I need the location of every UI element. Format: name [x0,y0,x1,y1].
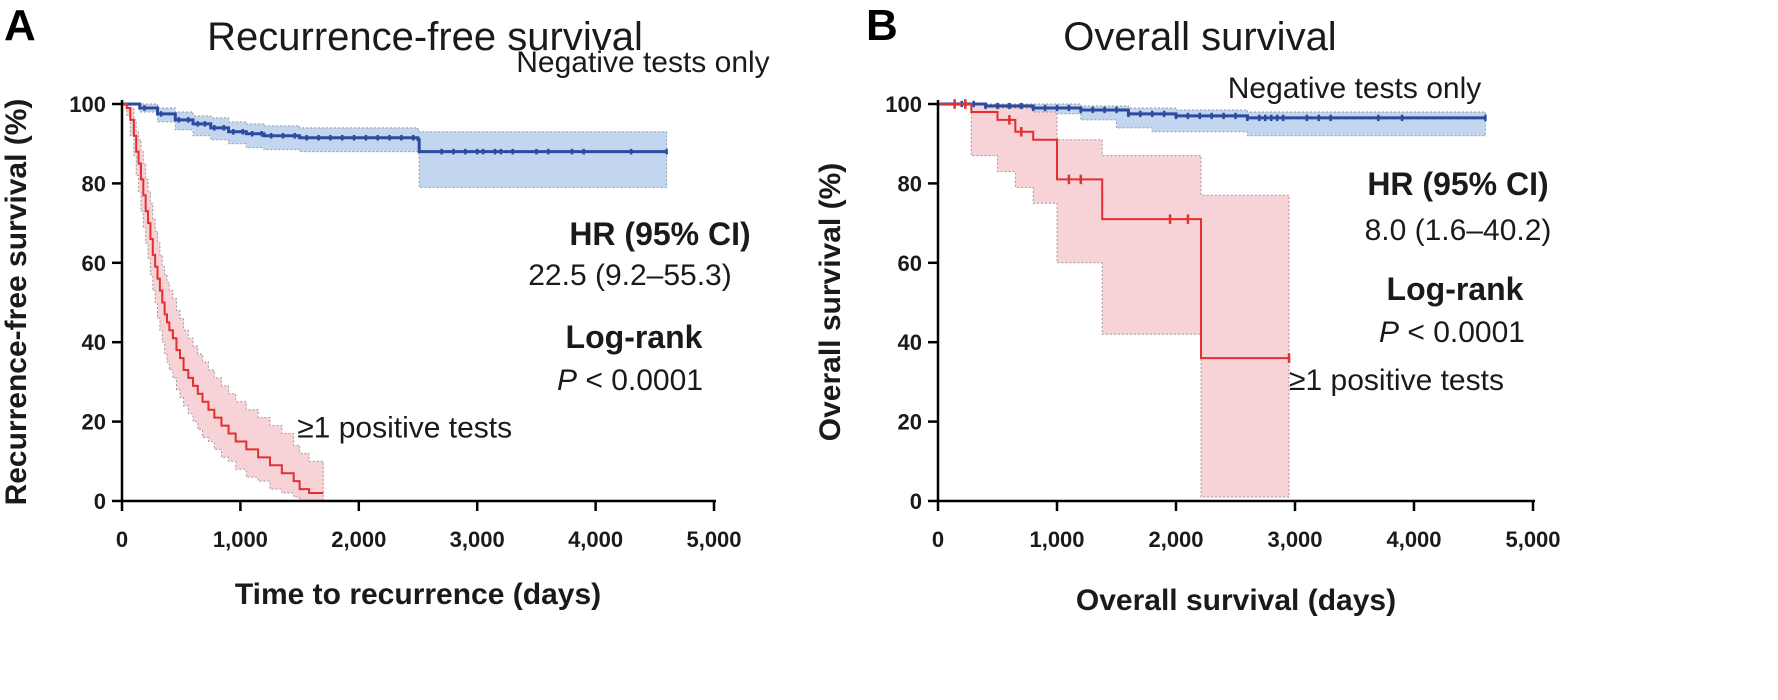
series-label-negative: Negative tests only [516,46,769,79]
x-tick-label: 1,000 [213,527,268,552]
x-tick-label: 5,000 [1505,527,1560,552]
survival-curve-negative [122,102,667,154]
y-tick-label: 20 [898,410,922,435]
logrank-heading: Log-rank [1387,271,1524,307]
panel-title: Overall survival [1063,15,1336,59]
panel-letter: B [866,1,898,50]
survival-curve-positive [938,103,1290,360]
x-tick-label: 0 [932,527,944,552]
p-letter: P [557,364,577,397]
p-value: P < 0.0001 [557,364,703,397]
y-tick-label: 80 [898,171,922,196]
y-tick-label: 40 [82,330,106,355]
y-tick-label: 100 [885,92,922,117]
y-tick-label: 0 [94,489,106,514]
x-tick-label: 0 [116,527,128,552]
axes: 0 20 40 60 80 100 0 1,000 2,000 3,000 4,000 5,000 Ov… [814,92,1561,617]
axes: 0 20 40 60 80 100 0 1,000 2,000 3,000 4,000 5,000 Ti… [0,92,742,611]
hr-heading: HR (95% CI) [1367,166,1548,202]
p-value: P < 0.0001 [1379,316,1525,349]
y-tick-label: 40 [898,330,922,355]
panel-title: Recurrence-free survival [207,15,643,59]
x-tick-label: 1,000 [1029,527,1084,552]
hr-value: 8.0 (1.6–40.2) [1365,214,1552,247]
p-letter: P [1379,316,1399,349]
x-tick-label: 3,000 [1267,527,1322,552]
series-label-negative: Negative tests only [1228,72,1481,105]
ci-band-negative [122,103,668,188]
x-tick-label: 5,000 [686,527,741,552]
y-tick-label: 20 [82,410,106,435]
panel-letter: A [4,1,36,50]
y-axis-label: Recurrence-free survival (%) [0,99,33,506]
y-tick-label: 100 [69,92,106,117]
p-rest: < 0.0001 [1399,316,1525,349]
ci-band-positive [122,103,324,502]
hr-heading: HR (95% CI) [569,216,750,252]
series-labels: Negative tests only ≥1 positive tests [1228,72,1504,397]
x-axis-label: Time to recurrence (days) [235,578,601,611]
y-tick-label: 0 [910,489,922,514]
x-tick-label: 4,000 [568,527,623,552]
y-axis-label: Overall survival (%) [814,163,847,441]
x-tick-label: 3,000 [450,527,505,552]
series-labels: Negative tests only ≥1 positive tests [297,46,769,444]
logrank-heading: Log-rank [566,319,703,355]
y-tick-label: 60 [82,251,106,276]
panel-a: A Recurrence-free survival 0204060801000… [0,1,770,611]
ci-bands [938,103,1486,498]
ci-band-positive [938,103,1290,498]
survival-curves [122,102,668,495]
hr-value: 22.5 (9.2–55.3) [528,259,731,292]
series-label-positive: ≥1 positive tests [297,411,512,444]
x-tick-label: 2,000 [331,527,386,552]
series-label-positive: ≥1 positive tests [1289,364,1504,397]
y-tick-label: 80 [82,171,106,196]
x-tick-label: 4,000 [1386,527,1441,552]
x-tick-label: 2,000 [1148,527,1203,552]
survival-curve-positive [122,103,324,495]
x-axis-label: Overall survival (days) [1076,584,1396,617]
y-tick-label: 60 [898,251,922,276]
survival-curves [938,99,1487,363]
p-rest: < 0.0001 [577,364,703,397]
panel-b: B Overall survival 0 20 40 60 80 100 0 1,000 2,0… [814,1,1561,617]
